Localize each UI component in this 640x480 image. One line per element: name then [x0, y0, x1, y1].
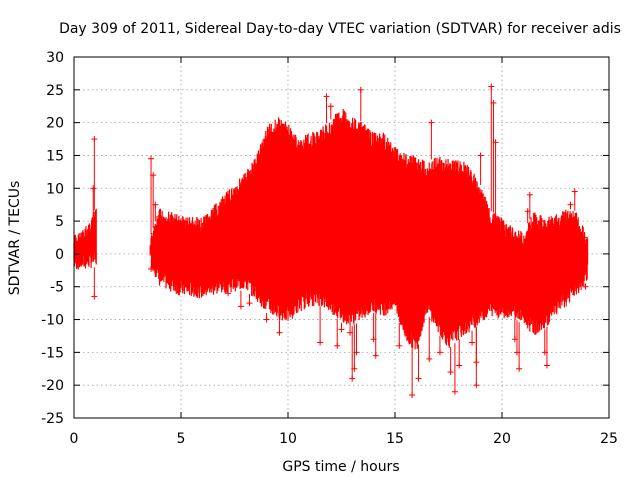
y-axis-label: SDTVAR / TECUs [7, 181, 23, 296]
chart-title: Day 309 of 2011, Sidereal Day-to-day VTE… [59, 21, 621, 37]
data-series [73, 83, 589, 399]
axis-ticks [73, 56, 610, 419]
x-tick-label: 5 [177, 431, 186, 447]
y-tick-label: 30 [46, 50, 64, 66]
y-tick-label: -25 [41, 411, 64, 427]
x-axis-label: GPS time / hours [282, 459, 399, 475]
y-tick-label: -20 [41, 378, 64, 394]
tick-labels: 0 5 10 15 20 25 -25 -20 -15 -10 -5 0 5 10 15 20 25 30 [41, 50, 618, 447]
y-tick-label: 5 [55, 214, 64, 230]
plot-frame [73, 56, 610, 419]
y-tick-label: 20 [46, 116, 64, 132]
x-tick-label: 20 [493, 431, 511, 447]
x-tick-label: 10 [279, 431, 297, 447]
x-tick-label: 15 [386, 431, 404, 447]
y-tick-label: 0 [55, 247, 64, 263]
y-tick-label: -5 [50, 280, 64, 296]
x-tick-label: 0 [70, 431, 79, 447]
x-tick-label: 25 [600, 431, 618, 447]
y-tick-label: 15 [46, 148, 64, 164]
y-tick-label: -15 [41, 345, 64, 361]
y-tick-label: 10 [46, 181, 64, 197]
y-tick-label: 25 [46, 83, 64, 99]
y-tick-label: -10 [41, 313, 64, 329]
